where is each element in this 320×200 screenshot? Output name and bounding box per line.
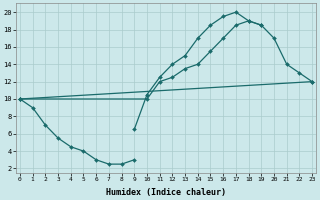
X-axis label: Humidex (Indice chaleur): Humidex (Indice chaleur) [106,188,226,197]
